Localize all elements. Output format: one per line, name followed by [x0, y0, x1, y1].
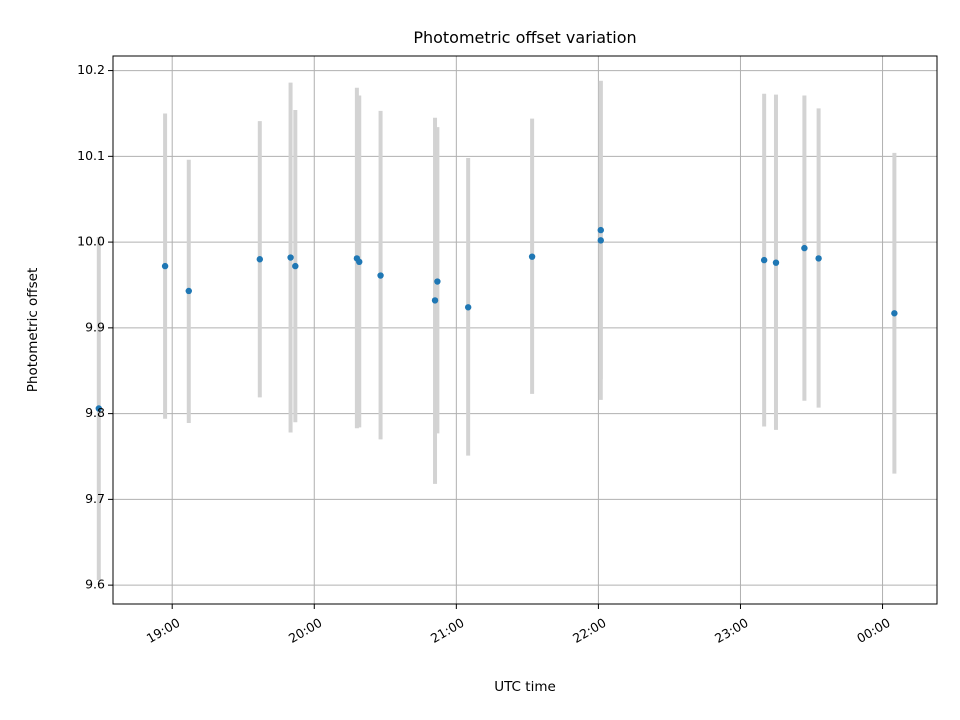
y-tick-label: 9.7 [85, 491, 105, 506]
data-point [891, 310, 898, 317]
y-tick-label: 10.2 [77, 62, 105, 77]
grid [113, 56, 937, 604]
data-point [464, 304, 472, 311]
data-point [815, 255, 822, 262]
data-point [431, 297, 439, 304]
data-point [434, 278, 441, 285]
y-tick-label: 9.9 [85, 319, 105, 334]
data-point [597, 226, 604, 234]
data-point [772, 259, 780, 266]
y-axis-label: Photometric offset [25, 268, 41, 392]
y-tick-label: 10.1 [77, 148, 105, 163]
data-point [185, 287, 192, 295]
data-point [760, 256, 768, 264]
chart-title: Photometric offset variation [413, 28, 636, 47]
data-point [292, 262, 299, 270]
y-tick-label: 9.6 [85, 577, 105, 592]
y-tick-label: 9.8 [85, 405, 105, 420]
data-point [356, 258, 363, 266]
x-axis-label: UTC time [494, 679, 556, 695]
data-point [377, 272, 384, 279]
data-point [256, 256, 264, 263]
y-tick-label: 10.0 [77, 234, 105, 249]
data-point [528, 253, 536, 260]
data-point [287, 254, 294, 261]
data-point [597, 237, 604, 244]
data-point [161, 262, 169, 270]
data-point [95, 405, 102, 412]
data-point [801, 244, 808, 252]
plot-frame [112, 55, 938, 605]
data-markers [95, 226, 898, 412]
